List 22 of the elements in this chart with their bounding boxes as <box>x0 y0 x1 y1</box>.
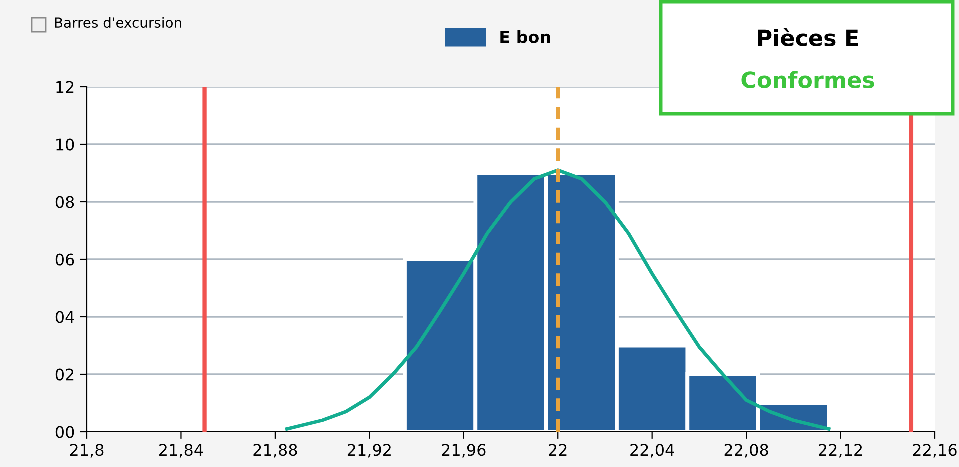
x-tick-label: 21,8 <box>70 444 104 458</box>
x-tick-label: 22 <box>549 444 567 456</box>
x-tick-label: 21,96 <box>442 444 486 458</box>
y-tick-label: 12 <box>56 81 74 94</box>
x-tick-label: 21,84 <box>160 444 204 458</box>
y-tick-label: 06 <box>56 254 74 266</box>
x-tick-label: 22,16 <box>913 444 957 458</box>
text: Barres d'excursion <box>55 17 182 28</box>
y-tick-label: 10 <box>56 138 74 151</box>
y-tick-label: 02 <box>56 368 74 381</box>
x-tick-label: 22,08 <box>724 444 768 458</box>
y-tick-label: 00 <box>56 426 74 438</box>
x-tick-label: 22,04 <box>630 444 674 458</box>
y-tick-label: 04 <box>56 311 74 324</box>
annotation: Conformes <box>742 71 874 88</box>
text: Pièces E <box>758 28 858 46</box>
line-series <box>285 168 831 431</box>
legend-label: E bon <box>500 30 550 44</box>
x-tick-label: 22,12 <box>819 444 862 458</box>
y-tick-label: 08 <box>56 196 74 208</box>
x-tick-label: 21,88 <box>254 444 298 458</box>
x-tick-label: 21,92 <box>348 444 391 458</box>
